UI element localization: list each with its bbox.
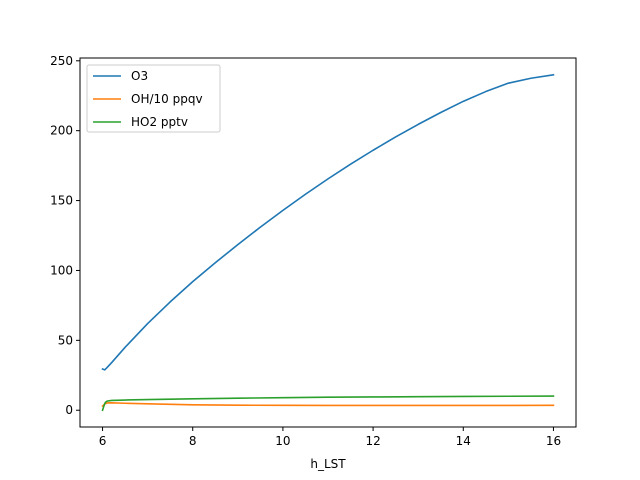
series-line-2 — [101, 395, 555, 412]
x-tick-label: 8 — [189, 434, 197, 448]
y-tick-label: 250 — [50, 54, 73, 68]
y-tick-label: 0 — [65, 403, 73, 417]
series-line-1 — [101, 402, 555, 408]
legend: O3 OH/10 ppqv HO2 pptv — [86, 64, 221, 133]
x-tick-label: 14 — [456, 434, 471, 448]
y-tick-label: 100 — [50, 263, 73, 277]
x-axis-title: h_LST — [310, 457, 346, 471]
x-axis: 6 8 10 12 14 16 — [99, 427, 561, 448]
x-tick-label: 10 — [275, 434, 290, 448]
series-line-0 — [101, 73, 555, 371]
series-layer — [101, 73, 555, 412]
x-tick-label: 12 — [365, 434, 380, 448]
legend-label-1: OH/10 ppqv — [131, 92, 203, 106]
legend-label-0: O3 — [131, 69, 148, 83]
x-tick-label: 6 — [99, 434, 107, 448]
y-tick-label: 150 — [50, 194, 73, 208]
y-axis: 0 50 100 150 200 250 — [50, 54, 80, 417]
legend-label-2: HO2 pptv — [131, 115, 188, 129]
legend-box — [86, 64, 221, 133]
y-tick-label: 200 — [50, 124, 73, 138]
y-tick-label: 50 — [58, 333, 73, 347]
x-tick-label: 16 — [546, 434, 561, 448]
plot-frame — [79, 57, 577, 428]
